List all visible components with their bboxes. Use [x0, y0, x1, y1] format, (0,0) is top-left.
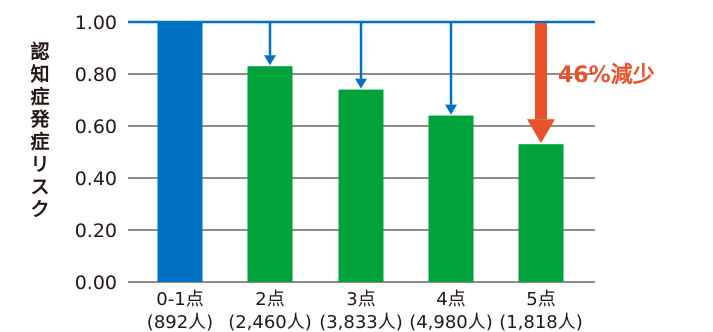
x-tick-label: 5点 — [526, 289, 555, 310]
reduction-annotation: 46%減少 — [558, 63, 655, 88]
y-tick-label: 0.60 — [75, 116, 117, 138]
y-tick-label: 0.40 — [75, 168, 117, 190]
x-tick-sublabel: (2,460人) — [228, 312, 312, 332]
reduction-arrow — [527, 23, 555, 144]
y-tick-label: 1.00 — [75, 12, 117, 34]
x-tick-label: 3点 — [346, 289, 375, 310]
y-tick-label: 0.20 — [75, 220, 117, 242]
bar — [338, 89, 384, 282]
reduction-arrow — [355, 23, 367, 89]
bar — [428, 115, 474, 282]
arrows — [264, 23, 555, 144]
bar — [157, 22, 203, 282]
y-axis-title: 認知症発症リスク — [29, 40, 50, 221]
bar — [247, 66, 293, 282]
reduction-arrow — [264, 23, 276, 66]
x-tick-sublabel: (1,818人) — [499, 312, 583, 332]
x-tick-sublabel: (3,833人) — [319, 312, 403, 332]
x-tick-sublabel: (4,980人) — [409, 312, 493, 332]
x-tick-label: 0-1点 — [156, 289, 203, 310]
y-tick-label: 0.80 — [75, 64, 117, 86]
bar — [518, 144, 564, 282]
x-tick-sublabel: (892人) — [147, 312, 213, 332]
y-tick-labels: 1.00 0.80 0.60 0.40 0.20 0.00 — [75, 12, 117, 294]
x-tick-label: 2点 — [255, 289, 284, 310]
x-tick-labels: 0-1点(892人) 2点(2,460人) 3点(3,833人) 4点(4,980人)… — [147, 289, 583, 332]
reduction-arrow — [445, 23, 457, 115]
x-tick-label: 4点 — [436, 289, 465, 310]
y-tick-label: 0.00 — [75, 272, 117, 294]
y-axis-label: 認知症発症リスク — [29, 40, 50, 221]
bars — [157, 22, 564, 282]
